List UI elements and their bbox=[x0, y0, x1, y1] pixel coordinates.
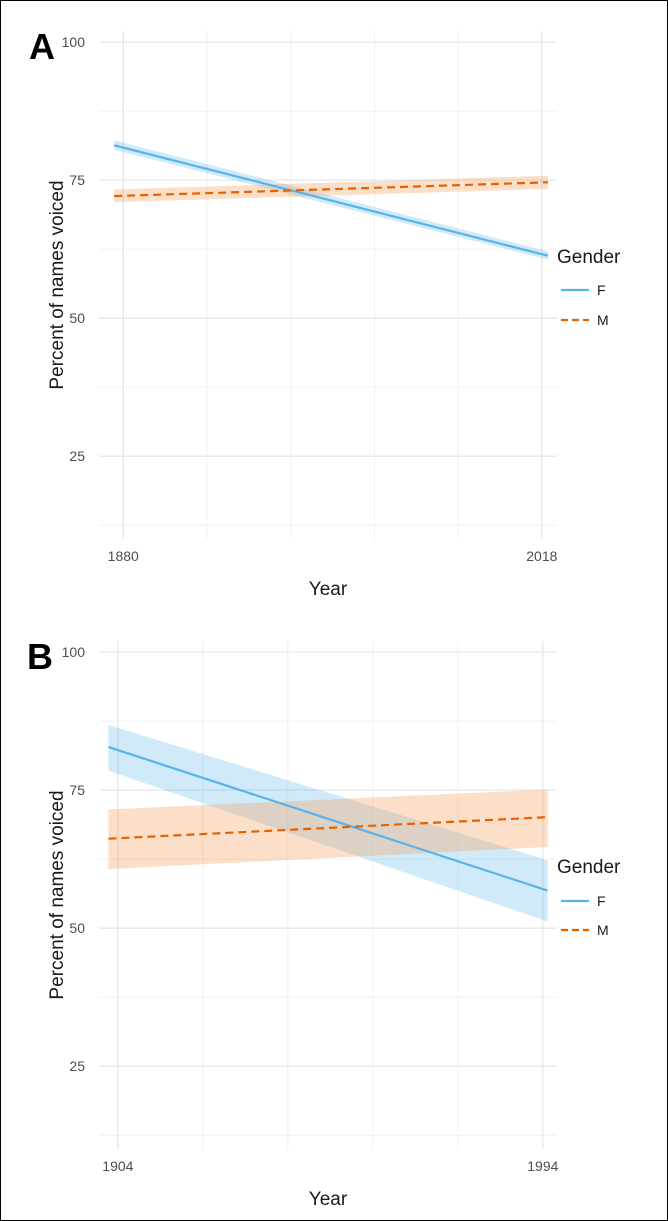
y-axis-title: Percent of names voiced bbox=[47, 790, 68, 999]
y-tick-label: 75 bbox=[69, 782, 85, 798]
ci-band-f bbox=[108, 724, 548, 922]
y-tick-label: 25 bbox=[69, 448, 85, 464]
legend-label-f: F bbox=[597, 893, 606, 909]
x-axis-title: Year bbox=[309, 1189, 348, 1210]
y-tick-label: 100 bbox=[62, 34, 86, 50]
panel-b: 25 50 75 100 1904 1994 Year Percent of names vo… bbox=[27, 636, 621, 1210]
legend-label-m: M bbox=[597, 312, 609, 328]
series-line-m bbox=[114, 181, 548, 198]
y-tick-label: 50 bbox=[69, 310, 85, 326]
y-tick-label: 75 bbox=[69, 172, 85, 188]
x-tick-label: 1880 bbox=[108, 548, 139, 564]
legend-title: Gender bbox=[557, 247, 621, 268]
ci-band-m bbox=[114, 175, 548, 203]
legend-title: Gender bbox=[557, 857, 621, 878]
series-line-f bbox=[113, 144, 549, 257]
y-tick-label: 50 bbox=[69, 920, 85, 936]
y-axis-title: Percent of names voiced bbox=[47, 180, 68, 389]
panel-a: 25 50 75 100 1880 2018 Year Percent of names vo… bbox=[29, 26, 621, 600]
x-tick-label: 1904 bbox=[102, 1158, 133, 1174]
x-axis-title: Year bbox=[309, 579, 348, 600]
panel-letter: A bbox=[29, 26, 55, 67]
legend-label-m: M bbox=[597, 922, 609, 938]
series-line-m bbox=[108, 816, 548, 840]
legend-label-f: F bbox=[597, 282, 606, 298]
legend: Gender FM bbox=[557, 857, 621, 938]
x-tick-label: 2018 bbox=[526, 548, 557, 564]
legend: Gender FM bbox=[557, 247, 621, 328]
x-tick-label: 1994 bbox=[527, 1158, 558, 1174]
ci-band-m bbox=[108, 789, 548, 870]
y-tick-label: 100 bbox=[62, 644, 86, 660]
panel-letter: B bbox=[27, 636, 53, 677]
series-line-f bbox=[108, 745, 548, 892]
y-tick-label: 25 bbox=[69, 1058, 85, 1074]
